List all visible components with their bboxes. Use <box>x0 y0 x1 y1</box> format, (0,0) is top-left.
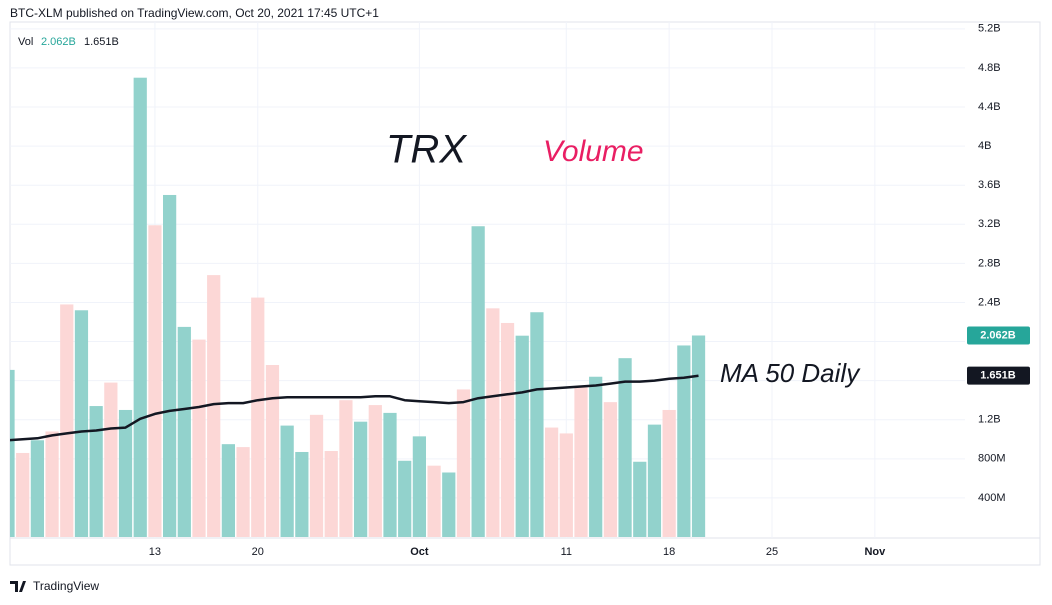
y-tick-label: 2.4B <box>978 296 1001 308</box>
bar <box>545 427 559 537</box>
bar <box>45 431 59 537</box>
header: BTC-XLM published on TradingView.com, Oc… <box>10 6 379 20</box>
x-tick-label: Oct <box>410 546 429 558</box>
bar <box>251 297 265 537</box>
y-tick-label: 4.4B <box>978 101 1001 113</box>
footer: TradingView <box>33 579 99 593</box>
bar <box>295 451 309 537</box>
bar <box>471 226 485 538</box>
price-badge <box>967 366 1030 385</box>
bar <box>133 77 147 537</box>
axes: 1320Oct111825Nov400M800M1.2B1.6B2B2.4B2.… <box>149 23 1030 558</box>
y-tick-label: 4B <box>978 140 991 152</box>
bar <box>324 451 338 537</box>
price-badge <box>967 326 1030 345</box>
bar <box>104 382 118 537</box>
bar <box>427 465 441 537</box>
y-tick-label: 1.2B <box>978 414 1001 426</box>
bar <box>354 421 368 537</box>
x-tick-label: Nov <box>864 546 886 558</box>
bar <box>236 447 250 537</box>
annotation: MA 50 Daily <box>720 358 861 388</box>
bar <box>192 339 206 537</box>
x-tick-label: 20 <box>252 546 264 558</box>
bar <box>442 472 456 537</box>
bar <box>74 310 89 537</box>
x-tick-label: 25 <box>766 546 778 558</box>
bar <box>662 409 676 537</box>
bar <box>589 376 603 537</box>
bar <box>559 433 573 537</box>
x-tick-label: 11 <box>561 546 572 558</box>
bar <box>280 425 294 537</box>
price-badge-label: 2.062B <box>980 329 1016 341</box>
bar <box>30 440 44 537</box>
bar <box>530 312 544 537</box>
bar <box>16 452 30 537</box>
x-tick-label: 18 <box>663 546 675 558</box>
bar <box>456 389 471 537</box>
bar <box>163 194 177 537</box>
bar <box>647 424 662 537</box>
y-tick-label: 2.8B <box>978 257 1001 269</box>
bar <box>691 335 706 537</box>
y-tick-label: 5.2B <box>978 23 1001 35</box>
bar <box>177 326 191 537</box>
bar <box>398 460 412 537</box>
bar <box>515 335 529 537</box>
bars <box>10 77 706 538</box>
ma-line <box>10 374 699 442</box>
bar <box>574 387 588 537</box>
bar <box>412 436 426 537</box>
y-tick-label: 3.6B <box>978 179 1001 191</box>
y-tick-label: 400M <box>978 492 1006 504</box>
legend-value: 1.651B <box>84 36 119 48</box>
bar <box>339 400 353 537</box>
legend-name: Vol <box>18 36 33 48</box>
bar <box>207 275 221 537</box>
bar <box>486 308 500 537</box>
x-tick-label: 13 <box>149 546 161 558</box>
bar <box>603 402 617 537</box>
bar <box>368 405 382 537</box>
bar <box>10 369 15 537</box>
y-tick-label: 4.8B <box>978 62 1001 74</box>
bar <box>309 414 324 537</box>
bar <box>383 412 397 537</box>
lines <box>10 374 699 442</box>
y-tick-label: 3.2B <box>978 218 1001 230</box>
bar <box>265 365 280 537</box>
bar <box>89 406 103 537</box>
bar <box>60 304 74 537</box>
annotation: Volume <box>543 135 644 168</box>
bar <box>677 345 691 537</box>
bar <box>618 358 632 537</box>
legend-value: 2.062B <box>41 36 76 48</box>
footer-logo <box>10 581 26 592</box>
frame <box>9 21 1041 566</box>
bar <box>118 409 133 537</box>
bar <box>633 461 647 537</box>
bar <box>148 225 162 537</box>
y-tick-label: 800M <box>978 453 1006 465</box>
bar <box>500 322 515 537</box>
annotation: TRX <box>386 128 467 172</box>
bar <box>221 444 235 537</box>
price-badge-label: 1.651B <box>980 370 1016 382</box>
